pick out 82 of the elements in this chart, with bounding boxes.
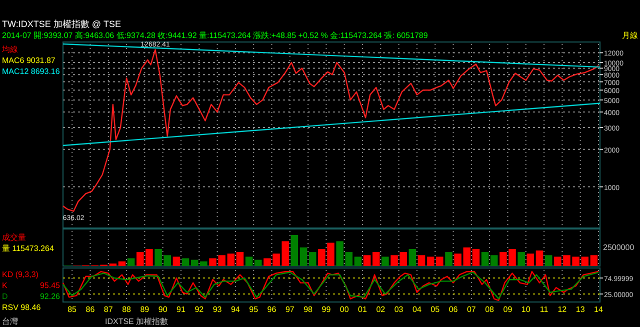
bar <box>118 261 126 266</box>
bar <box>408 248 416 266</box>
chart-title: TW:IDXTSE 加權指數 @ TSE <box>2 19 121 29</box>
x-tick-label: 03 <box>394 305 404 314</box>
x-tick-label: 94 <box>230 305 240 314</box>
text: 月線 <box>622 31 638 40</box>
x-tick-label: 92 <box>194 305 204 314</box>
bar <box>590 255 598 266</box>
bar <box>454 254 462 266</box>
x-tick-label: 02 <box>376 305 386 314</box>
bar <box>526 254 534 266</box>
bar <box>426 256 434 266</box>
chart-subtitle: 2014-07 開:9393.07 高:9463.06 低:9374.28 收:9441.92 量:115473.264 漲跌:+48.85 +0.52 % 金:115473.264 張: 6051789 <box>2 31 428 40</box>
x-tick-label: 87 <box>104 305 114 314</box>
bar <box>236 252 244 266</box>
bar <box>127 258 135 266</box>
text: 92.26 <box>40 292 61 301</box>
bar <box>463 247 471 266</box>
bar <box>172 256 180 266</box>
bar <box>490 255 498 266</box>
x-tick-label: 89 <box>140 305 150 314</box>
x-tick-label: 96 <box>267 305 277 314</box>
bar <box>472 248 480 266</box>
x-tick-label: 98 <box>304 305 314 314</box>
x-tick-label: 11 <box>540 305 549 314</box>
x-tick-label: 88 <box>122 305 132 314</box>
x-tick-label: 90 <box>158 305 168 314</box>
x-tick-label: 93 <box>212 305 222 314</box>
x-tick-label: 05 <box>430 305 440 314</box>
bar <box>182 258 190 266</box>
bar <box>336 241 344 266</box>
bar <box>518 252 525 266</box>
bar <box>536 250 544 266</box>
bar <box>345 252 353 266</box>
text: 成交量 <box>2 233 26 242</box>
text: RSV 98.46 <box>2 303 42 312</box>
line-series <box>62 49 600 212</box>
bar <box>363 255 371 266</box>
x-tick-label: 14 <box>594 305 604 314</box>
text: 2500000 <box>603 243 635 252</box>
bar <box>372 252 380 266</box>
x-tick-label: 86 <box>86 305 96 314</box>
bar <box>254 260 262 266</box>
x-tick-label: 06 <box>448 305 458 314</box>
x-tick-label: 04 <box>412 305 422 314</box>
text: MAC6 9031.87 <box>2 56 56 65</box>
x-tick-label: 97 <box>285 305 295 314</box>
x-tick-label: 10 <box>521 305 531 314</box>
bar <box>445 252 452 266</box>
x-tick-label: 07 <box>466 305 476 314</box>
x-tick-label: 95 <box>249 305 259 314</box>
bar <box>290 235 298 266</box>
bar <box>436 256 444 266</box>
bar <box>481 252 489 266</box>
text: IDXTSE 加權指數 <box>105 317 168 326</box>
x-tick-label: 01 <box>358 305 368 314</box>
text: K <box>2 281 8 290</box>
bar <box>308 252 316 266</box>
text: 95.45 <box>40 281 61 290</box>
bar <box>418 255 426 266</box>
bar <box>544 255 552 266</box>
text: D <box>2 292 8 301</box>
bar <box>245 256 253 266</box>
x-tick-label: 13 <box>576 305 586 314</box>
x-tick-label: 85 <box>68 305 78 314</box>
bar <box>227 254 235 266</box>
text: 量 115473.264 <box>2 244 54 253</box>
x-tick-label: 99 <box>322 305 332 314</box>
text: KD (9,3,3) <box>2 270 39 279</box>
bar <box>354 256 362 266</box>
x-tick-label: 08 <box>485 305 495 314</box>
bar <box>190 260 198 266</box>
x-tick-label: 09 <box>503 305 513 314</box>
text: 台灣 <box>2 317 18 326</box>
bar <box>382 256 389 266</box>
text: MAC12 8693.16 <box>2 67 60 76</box>
bar <box>200 261 208 266</box>
text: 均線 <box>1 45 18 54</box>
x-tick-label: 12 <box>558 305 568 314</box>
x-tick-label: 91 <box>176 305 186 314</box>
x-tick-label: 00 <box>340 305 350 314</box>
bar <box>300 247 308 266</box>
